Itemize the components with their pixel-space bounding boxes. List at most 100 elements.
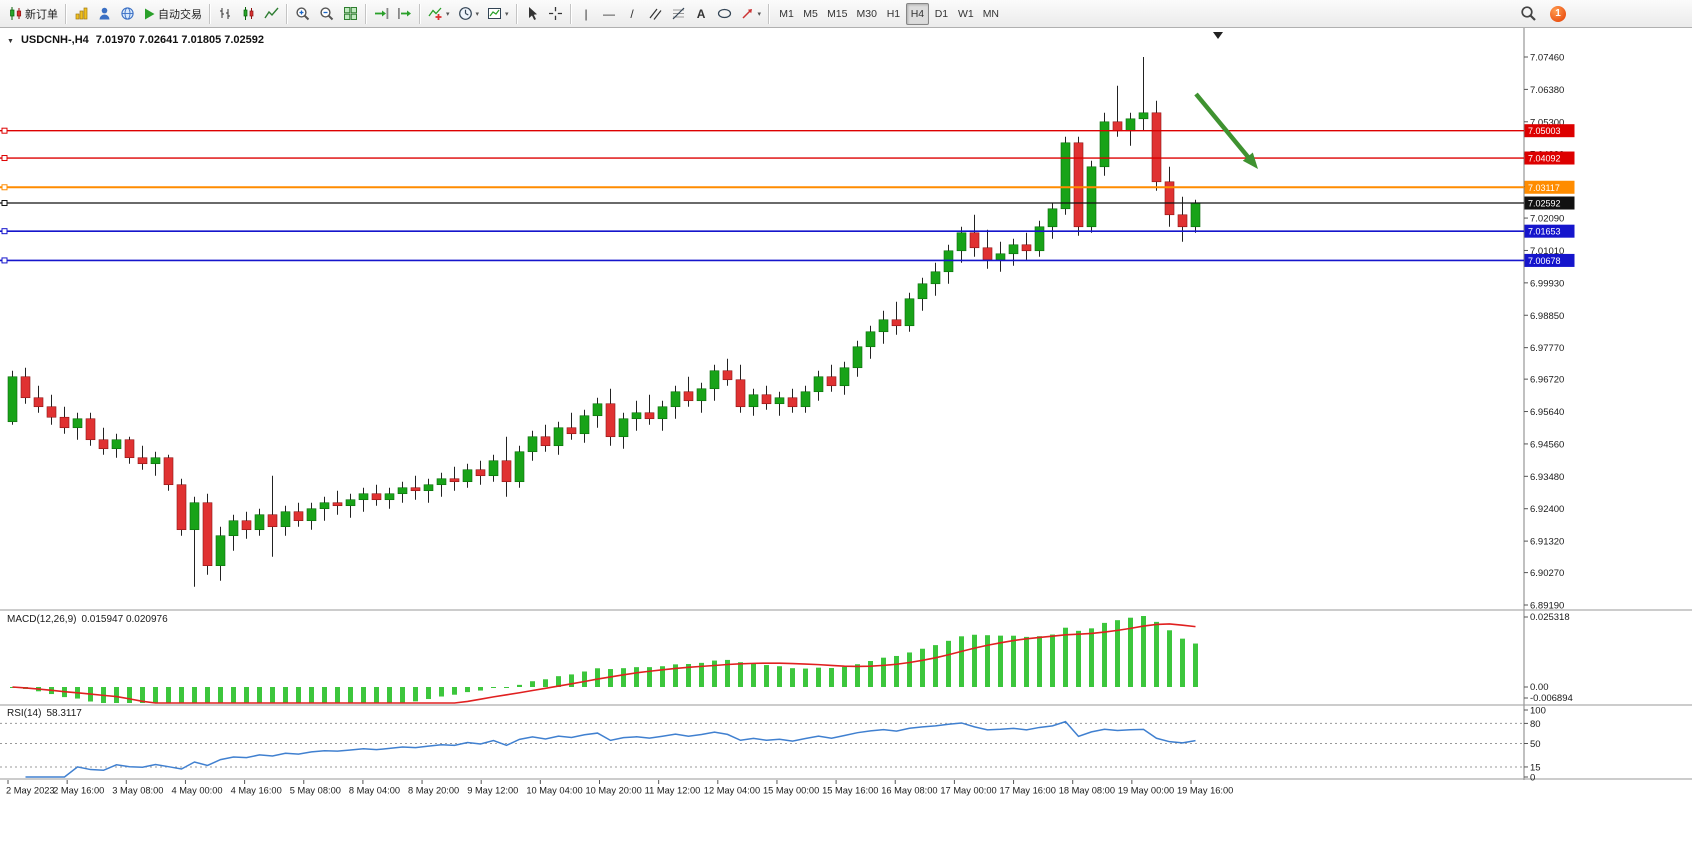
chevron-down-icon: ▾ — [505, 10, 509, 18]
crosshair-button[interactable] — [544, 3, 567, 25]
fibonacci-icon — [672, 7, 684, 20]
time-axis-label: 19 May 00:00 — [1118, 786, 1174, 796]
templates-button[interactable]: ▾ — [483, 3, 513, 25]
price-axis-label: 7.01010 — [1530, 246, 1564, 257]
text-tool-button[interactable]: A — [690, 3, 713, 25]
user-icon — [99, 7, 110, 20]
symbol-period-label: USDCNH-,H4 — [20, 34, 89, 46]
rsi-panel: 100 80 50 150 — [0, 706, 1546, 784]
svg-text:7.05003: 7.05003 — [1528, 126, 1561, 136]
zoom-in-button[interactable] — [291, 3, 315, 25]
cursor-button[interactable] — [521, 3, 544, 25]
cursor-icon — [528, 7, 537, 20]
timeframe-button-h1[interactable]: H1 — [882, 3, 905, 25]
auto-trading-label: 自动交易 — [158, 8, 202, 21]
line-handle — [1, 155, 8, 162]
macd-label: MACD(12,26,9) 0.015947 0.020976 — [7, 614, 168, 625]
price-axis-label: 6.98850 — [1530, 311, 1564, 322]
notification-count: 1 — [1555, 8, 1561, 19]
price-badge — [1524, 196, 1575, 210]
periods-button[interactable]: ▾ — [454, 3, 484, 25]
trendline-button[interactable]: / — [621, 3, 644, 25]
price-badge — [1524, 124, 1575, 138]
price-axis-label: 6.92400 — [1530, 504, 1564, 515]
trend-arrow[interactable] — [1194, 92, 1258, 169]
candlestick-mode-button[interactable] — [237, 3, 260, 25]
timeframe-button-mn[interactable]: MN — [979, 3, 1003, 25]
timeframe-button-m5[interactable]: M5 — [799, 3, 822, 25]
new-order-button[interactable]: 新订单 — [4, 3, 62, 25]
tile-windows-button[interactable] — [339, 3, 362, 25]
ohlc-values: 7.01970 7.02641 7.01805 7.02592 — [95, 34, 264, 46]
arrows-tool-button[interactable]: ▾ — [736, 3, 766, 25]
new-order-icon — [10, 7, 22, 20]
macd-axis-label: -0.006894 — [1530, 693, 1573, 704]
price-line-7.05003[interactable]: 7.05003 — [0, 124, 1575, 138]
toolbar-separator — [419, 3, 421, 24]
time-axis-label: 10 May 20:00 — [586, 786, 642, 796]
ellipse-shape-icon — [717, 8, 731, 19]
toolbar-separator — [365, 3, 367, 24]
indicators-button[interactable]: ▾ — [424, 3, 454, 25]
price-line-7.00678[interactable]: 7.00678 — [0, 253, 1575, 267]
fibonacci-button[interactable] — [667, 3, 690, 25]
timeframe-button-m1[interactable]: M1 — [775, 3, 798, 25]
timeframe-button-d1[interactable]: D1 — [930, 3, 953, 25]
price-axis-label: 6.95640 — [1530, 407, 1564, 418]
price-axis-label: 7.05300 — [1530, 117, 1564, 128]
time-axis-label: 10 May 04:00 — [526, 786, 582, 796]
macd-name: MACD(12,26,9) — [7, 614, 77, 625]
new-order-label: 新订单 — [25, 8, 58, 21]
expander-icon[interactable]: ▼ — [7, 38, 14, 45]
price-axis-label: 6.93480 — [1530, 472, 1564, 483]
bar-chart-mode-button[interactable] — [214, 3, 237, 25]
time-axis-label: 4 May 16:00 — [231, 786, 282, 796]
horizontal-line-button[interactable]: — — [598, 3, 621, 25]
channel-button[interactable] — [644, 3, 667, 25]
chart-shift-marker[interactable] — [1213, 32, 1223, 39]
chart-canvas[interactable]: 7.074607.063807.053007.042207.031407.020… — [0, 28, 1692, 862]
price-line-7.03117[interactable]: 7.03117 — [0, 180, 1575, 194]
chart-shift-button[interactable] — [393, 3, 416, 25]
macd-panel: 0.025318 0.00-0.006894 — [10, 612, 1573, 704]
price-line-7.04092[interactable]: 7.04092 — [0, 151, 1575, 165]
svg-text:7.01653: 7.01653 — [1528, 227, 1561, 237]
zoom-out-button[interactable] — [315, 3, 339, 25]
rsi-name: RSI(14) — [7, 708, 42, 719]
rsi-label: RSI(14) 58.3117 — [7, 708, 82, 719]
arrow-tool-icon — [742, 9, 752, 19]
tile-windows-icon — [344, 7, 357, 20]
price-badge — [1524, 180, 1575, 194]
notification-badge[interactable]: 1 — [1550, 5, 1566, 22]
navigator-button[interactable] — [93, 3, 116, 25]
ohlc-bars-icon — [220, 8, 230, 19]
community-button[interactable] — [116, 3, 139, 25]
time-axis-label: 12 May 04:00 — [704, 786, 760, 796]
auto-scroll-button[interactable] — [370, 3, 393, 25]
toolbar-separator — [286, 3, 288, 24]
auto-trading-button[interactable]: 自动交易 — [139, 3, 206, 25]
macd-signal-line — [12, 623, 1196, 704]
line-chart-mode-button[interactable] — [260, 3, 283, 25]
channel-icon — [649, 8, 662, 20]
current-price-line-7.02592[interactable]: 7.02592 — [0, 196, 1575, 210]
price-axis-label: 6.99930 — [1530, 278, 1564, 289]
vertical-line-button[interactable]: | — [575, 3, 598, 25]
svg-text:7.02592: 7.02592 — [1528, 199, 1561, 209]
search-button[interactable] — [1516, 3, 1541, 25]
macd-axis-label: 0.00 — [1530, 682, 1549, 693]
shapes-button[interactable] — [713, 3, 736, 25]
time-axis-label: 2 May 2023 — [6, 786, 55, 796]
market-watch-button[interactable] — [70, 3, 93, 25]
timeframe-button-m30[interactable]: M30 — [853, 3, 881, 25]
price-badge — [1524, 151, 1575, 165]
candlestick-icon — [243, 7, 254, 20]
timeframe-button-w1[interactable]: W1 — [954, 3, 978, 25]
macd-values: 0.015947 0.020976 — [81, 614, 168, 625]
timeframe-button-m15[interactable]: M15 — [823, 3, 851, 25]
rsi-axis-label: 80 — [1530, 719, 1541, 730]
chevron-down-icon: ▾ — [475, 10, 480, 18]
timeframe-button-h4[interactable]: H4 — [905, 2, 929, 25]
price-line-7.01653[interactable]: 7.01653 — [0, 224, 1575, 238]
